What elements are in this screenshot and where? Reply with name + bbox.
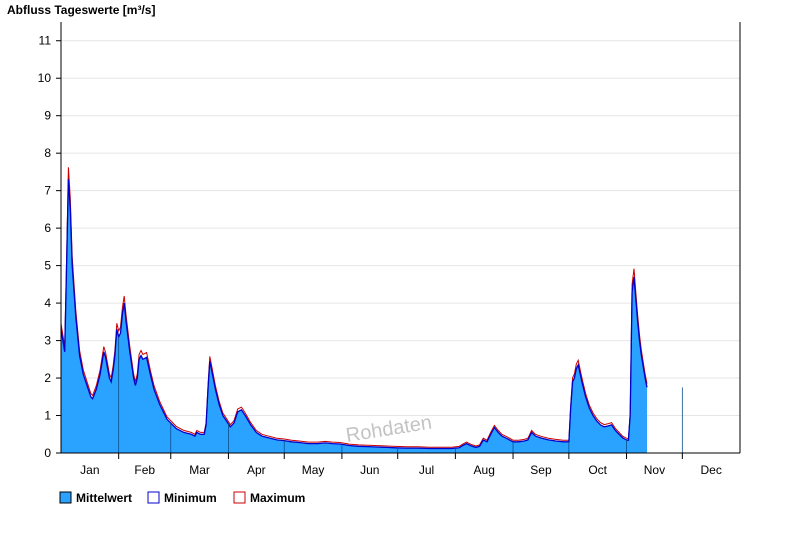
y-tick-label-6: 6 — [44, 221, 51, 235]
x-tick-label-jun: Jun — [360, 463, 379, 477]
y-tick-label-9: 9 — [44, 109, 51, 123]
x-tick-label-apr: Apr — [247, 463, 266, 477]
month-separators — [118, 336, 683, 453]
x-tick-label-aug: Aug — [474, 463, 495, 477]
minimum-line — [60, 179, 648, 450]
watermark: Rohdaten — [344, 412, 433, 447]
y-tick-label-3: 3 — [44, 334, 51, 348]
y-tick-label-5: 5 — [44, 259, 51, 273]
mean-area — [61, 179, 647, 453]
legend-maximum-label: Maximum — [250, 491, 305, 505]
x-tick-label-nov: Nov — [644, 463, 665, 477]
x-tick-label-jul: Jul — [419, 463, 434, 477]
legend-mean-swatch — [59, 491, 72, 504]
chart-title: Abfluss Tageswerte [m³/s] — [7, 3, 155, 17]
y-tick-label-8: 8 — [44, 146, 51, 160]
legend-minimum-swatch — [147, 491, 160, 504]
x-tick-label-oct: Oct — [588, 463, 607, 477]
y-tick-label-0: 0 — [44, 446, 51, 460]
y-tick-label-2: 2 — [44, 371, 51, 385]
x-tick-label-mar: Mar — [189, 463, 210, 477]
x-tick-label-feb: Feb — [134, 463, 155, 477]
y-tick-label-7: 7 — [44, 184, 51, 198]
legend-mean-label: Mittelwert — [76, 491, 132, 505]
x-tick-label-may: May — [302, 463, 325, 477]
legend-minimum-label: Minimum — [164, 491, 217, 505]
y-tick-label-4: 4 — [44, 296, 51, 310]
y-tick-label-1: 1 — [44, 409, 51, 423]
grid — [61, 40, 740, 417]
legend: Mittelwert Minimum Maximum — [59, 491, 305, 505]
legend-maximum-swatch — [233, 491, 246, 504]
plot-area — [60, 167, 648, 453]
x-axis-ticks: Jan Feb Mar Apr May Jun Jul Aug Sep Oct Nov Dec — [80, 453, 722, 477]
y-tick-label-11: 11 — [39, 34, 52, 48]
y-axis-ticks: 0 1 2 3 4 5 6 7 8 9 10 11 — [38, 34, 61, 460]
x-tick-label-jan: Jan — [80, 463, 99, 477]
y-tick-label-10: 10 — [38, 71, 52, 85]
x-tick-label-dec: Dec — [700, 463, 721, 477]
x-tick-label-sep: Sep — [530, 463, 552, 477]
